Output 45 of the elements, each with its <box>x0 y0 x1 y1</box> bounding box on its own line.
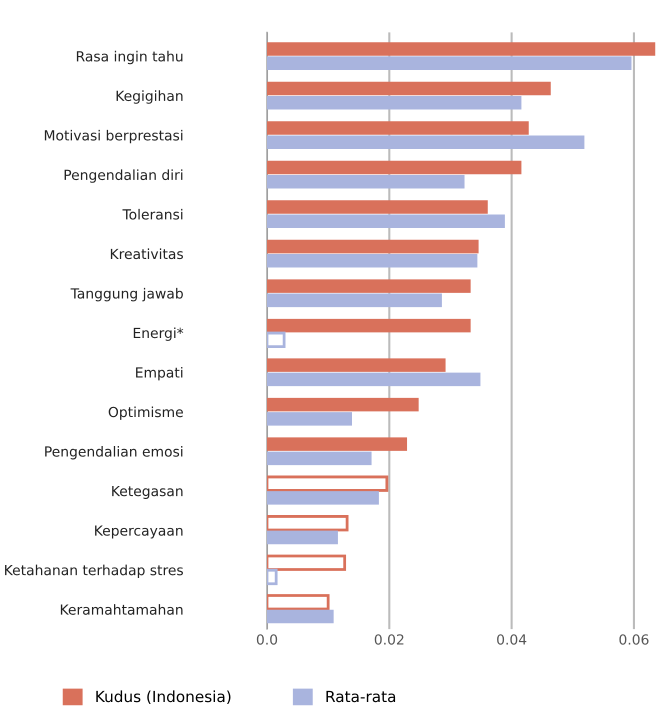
bar <box>266 174 465 189</box>
bar <box>266 200 488 214</box>
y-tick-label: Pengendalian emosi <box>45 446 182 460</box>
bar <box>266 452 372 466</box>
bar <box>266 42 656 56</box>
bar <box>266 240 479 254</box>
y-tick-label: Empati <box>136 366 182 380</box>
x-tick-label: 0.0 <box>256 634 278 645</box>
y-tick-label: Motivasi berprestasi <box>44 130 182 144</box>
bar <box>266 294 442 308</box>
y-tick-label: Toleransi <box>122 208 182 220</box>
bar <box>266 318 471 332</box>
bar <box>266 96 522 110</box>
bar <box>266 214 505 228</box>
legend-label: Rata-rata <box>326 690 396 702</box>
y-tick-label: Ketegasan <box>112 486 182 499</box>
bar <box>266 358 446 372</box>
bar <box>266 82 551 96</box>
bar <box>266 279 471 293</box>
y-tick-label: Rasa ingin tahu <box>76 50 182 64</box>
bar <box>266 254 478 268</box>
bar <box>266 491 379 505</box>
bar <box>266 135 584 149</box>
y-tick-label: Optimisme <box>108 406 183 420</box>
y-tick-label: Kegigihan <box>116 90 182 104</box>
bar <box>266 121 529 135</box>
y-tick-label: Kreativitas <box>110 248 183 260</box>
bar <box>266 56 632 70</box>
x-tick-label: 0.02 <box>374 634 404 645</box>
y-tick-label: Pengendalian diri <box>64 169 182 183</box>
y-tick-label: Ketahanan terhadap stres <box>5 564 183 578</box>
x-tick-label: 0.04 <box>497 634 526 645</box>
y-tick-label: Energi* <box>134 327 184 341</box>
bar <box>266 610 334 624</box>
x-tick-label: 0.06 <box>619 634 649 645</box>
y-tick-label: Keramahtamahan <box>60 604 182 615</box>
bar <box>266 372 480 386</box>
bar <box>266 412 352 426</box>
y-tick-label: Kepercayaan <box>95 525 182 538</box>
bar <box>266 530 338 544</box>
bar <box>266 437 408 451</box>
bar <box>266 160 522 174</box>
legend-label: Kudus (Indonesia) <box>96 690 230 704</box>
bar <box>266 398 419 412</box>
y-tick-label: Tanggung jawab <box>70 288 183 302</box>
